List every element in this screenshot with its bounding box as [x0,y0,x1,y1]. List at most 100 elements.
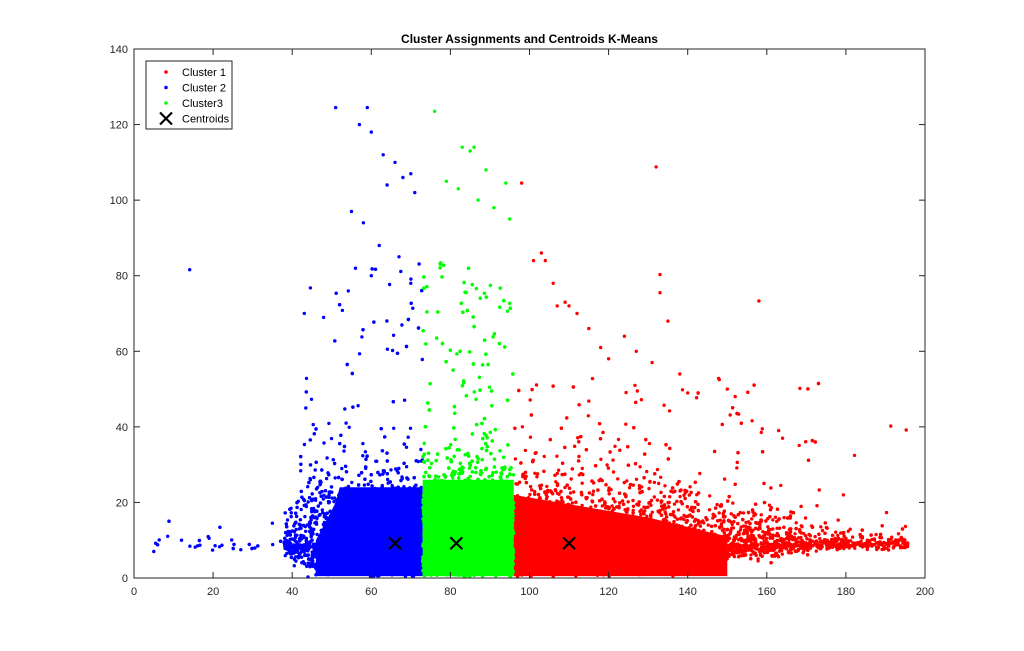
data-point [559,489,563,494]
data-point [769,486,773,490]
data-point [884,510,889,515]
data-point [560,461,565,465]
data-point [593,504,598,508]
data-point [662,494,667,499]
data-point [321,497,325,501]
data-point [639,512,643,517]
data-point [805,537,809,541]
data-point [308,463,313,467]
data-point [576,436,580,440]
data-point-outlier [686,391,690,395]
data-point [746,510,751,515]
data-point [577,454,581,459]
data-point [157,538,161,542]
data-point [563,485,567,490]
data-point [696,391,700,395]
data-point [804,534,808,538]
data-point [719,522,724,526]
data-point [631,483,635,487]
data-point [852,453,857,458]
data-point [652,495,656,499]
data-point [767,503,772,507]
data-point [759,541,763,545]
data-point [613,444,617,448]
data-point-outlier [666,319,670,323]
data-point-outlier [654,165,658,169]
data-point [402,398,407,402]
data-point [302,442,307,447]
data-point [587,399,591,403]
data-point [400,475,404,479]
data-point [555,483,560,488]
data-point [319,494,323,498]
data-point [603,502,607,506]
data-point [569,477,573,481]
data-point [611,470,616,474]
data-point [723,515,727,519]
data-point [363,450,368,454]
data-point [760,450,765,454]
data-point [625,479,629,483]
data-point [780,552,784,556]
data-point [315,532,319,537]
data-point [813,534,817,539]
data-point [720,422,724,427]
data-point [797,528,802,532]
data-point [523,448,528,453]
data-point [321,315,326,320]
data-point-outlier [717,377,721,382]
data-point [729,512,733,516]
data-point [788,527,792,531]
data-point [313,468,317,472]
data-point [350,371,354,376]
data-point [385,319,389,323]
data-point [904,428,908,432]
data-point [836,533,840,538]
data-point [188,268,192,272]
data-point [637,487,642,491]
data-point [709,524,714,528]
data-point [694,396,699,400]
data-point [607,488,611,493]
data-point [524,474,528,479]
data-point [750,508,755,512]
data-point [794,521,798,525]
data-point [664,512,668,516]
data-point [626,500,630,504]
data-point [903,524,908,529]
data-point [591,489,596,493]
data-point [690,508,694,513]
data-point [553,488,558,492]
data-point [684,520,689,524]
data-point [693,505,697,510]
data-point [760,427,764,431]
data-point [735,411,739,416]
data-point [722,477,727,481]
data-point [579,434,583,439]
data-point [719,524,724,529]
data-point [736,451,740,455]
data-point [531,458,535,462]
data-point [788,532,792,536]
data-point [306,500,310,504]
data-point-outlier [539,251,544,255]
data-point [656,509,660,513]
data-point [250,546,254,551]
data-point [711,516,715,520]
data-point [389,468,393,472]
data-point [667,500,671,505]
data-point [536,492,541,497]
data-point [535,475,539,479]
data-point [642,512,646,516]
data-point [591,492,595,497]
data-point [188,544,192,548]
data-point [804,440,808,444]
data-point [657,481,661,486]
data-point [606,466,611,470]
data-point [538,496,542,500]
data-point [660,499,664,503]
data-point [613,500,617,504]
data-point [647,501,651,505]
data-point [579,490,584,495]
data-point-outlier [551,281,555,285]
